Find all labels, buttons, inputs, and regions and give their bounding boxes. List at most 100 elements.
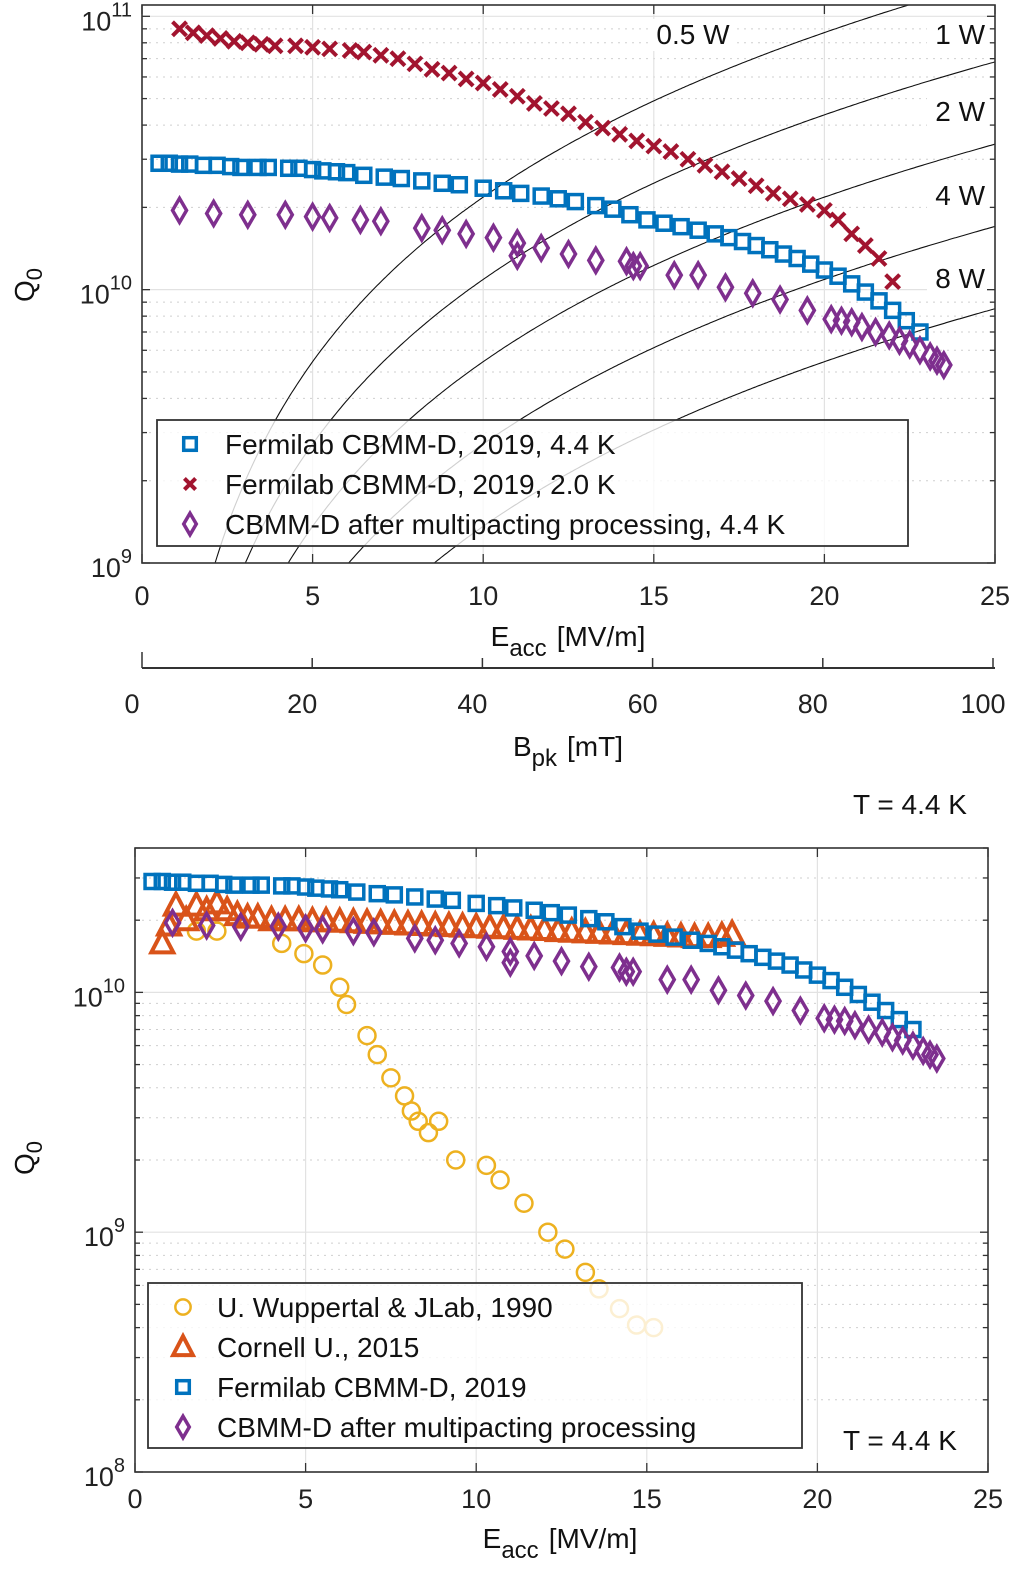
power-label-background	[651, 19, 735, 51]
data-point	[557, 915, 587, 943]
data-point	[577, 113, 594, 131]
series-circle	[186, 921, 664, 1338]
data-point	[253, 35, 270, 53]
x-tick-label: 0	[134, 581, 149, 611]
data-point	[543, 100, 560, 117]
plot-frame	[134, 847, 989, 1473]
data-point	[357, 1025, 377, 1046]
data-point	[491, 81, 509, 98]
data-point	[490, 1170, 510, 1190]
data-point	[272, 877, 291, 895]
data-point	[542, 903, 561, 922]
data-point	[197, 910, 216, 942]
data-point	[621, 205, 639, 224]
data-point	[689, 259, 708, 291]
data-point	[903, 1030, 922, 1062]
data-point	[852, 311, 871, 343]
data-point	[249, 158, 267, 177]
data-point	[829, 211, 847, 229]
data-point	[457, 70, 475, 88]
legend-marker-diamond-icon	[174, 1412, 192, 1442]
data-point	[543, 914, 573, 943]
data-point	[171, 20, 188, 38]
x-tick-label: 10	[461, 1484, 491, 1514]
data-point	[575, 1262, 596, 1283]
x-tick-label: 25	[973, 1484, 1003, 1514]
data-point	[611, 125, 629, 143]
y-tick-label: 1010	[73, 975, 125, 1012]
data-point	[624, 956, 643, 988]
data-point	[461, 910, 491, 939]
data-point	[381, 1068, 401, 1088]
data-point	[859, 1014, 878, 1046]
data-point	[269, 911, 288, 943]
data-point	[476, 1155, 497, 1176]
data-point	[392, 169, 411, 188]
data-point	[327, 162, 346, 181]
data-point	[212, 30, 229, 47]
data-point	[682, 931, 700, 949]
secondary-x-axis-label: Bpk [mT]	[513, 731, 623, 772]
data-point	[815, 201, 833, 219]
data-point	[266, 37, 284, 55]
y-axis-label: Q0	[9, 1141, 47, 1175]
data-point	[624, 250, 643, 282]
data-point	[313, 913, 332, 945]
legend-entry: CBMM-D after multipacting processing	[217, 1412, 696, 1443]
series-square	[143, 872, 922, 1039]
data-point	[682, 964, 701, 996]
data-point	[764, 184, 782, 202]
data-point	[406, 888, 424, 906]
x-tick-label: 5	[305, 581, 320, 611]
data-point	[303, 201, 322, 233]
data-point	[579, 951, 598, 983]
data-point	[348, 883, 366, 901]
y-axis-label: Q0	[9, 268, 47, 302]
x-tick-label: 0	[127, 1484, 142, 1514]
data-point	[614, 917, 632, 936]
series-x	[171, 20, 902, 291]
data-point	[484, 222, 503, 254]
data-point	[243, 901, 273, 929]
data-point	[791, 995, 810, 1027]
data-point	[296, 912, 315, 944]
data-point	[689, 221, 707, 239]
data-point	[279, 159, 298, 178]
data-point	[163, 907, 182, 939]
data-point	[525, 95, 543, 112]
data-point	[870, 292, 888, 310]
data-point	[329, 977, 350, 998]
data-point	[631, 922, 649, 940]
series-triangle	[147, 887, 747, 955]
data-point	[150, 154, 168, 173]
data-point	[713, 163, 731, 181]
legend-entry: Fermilab CBMM-D, 2019	[217, 1372, 527, 1403]
data-point	[730, 170, 748, 187]
data-point	[475, 911, 505, 939]
data-point	[856, 237, 874, 254]
data-point	[221, 157, 240, 176]
data-point	[170, 194, 189, 226]
power-curve-label: 2 W	[935, 96, 985, 127]
x-tick-label: 5	[298, 1484, 313, 1514]
data-point	[474, 179, 492, 197]
data-point	[364, 916, 383, 948]
x-axis-label: Eacc [MV/m]	[483, 1523, 638, 1564]
secondary-x-tick-label: 100	[960, 689, 1005, 719]
data-point	[160, 154, 179, 173]
data-point	[450, 175, 469, 194]
data-point	[856, 283, 875, 301]
data-point	[171, 903, 201, 932]
data-point	[367, 1044, 388, 1065]
data-point	[434, 909, 464, 938]
data-point	[231, 911, 250, 943]
data-point	[508, 87, 526, 105]
legend-entry: U. Wuppertal & JLab, 1990	[217, 1292, 553, 1323]
data-point	[883, 301, 902, 320]
data-point	[368, 884, 387, 903]
power-label-background	[927, 180, 987, 212]
secondary-x-tick-label: 80	[798, 689, 828, 719]
data-point	[351, 204, 370, 236]
data-point	[303, 160, 322, 179]
data-point	[304, 38, 322, 56]
